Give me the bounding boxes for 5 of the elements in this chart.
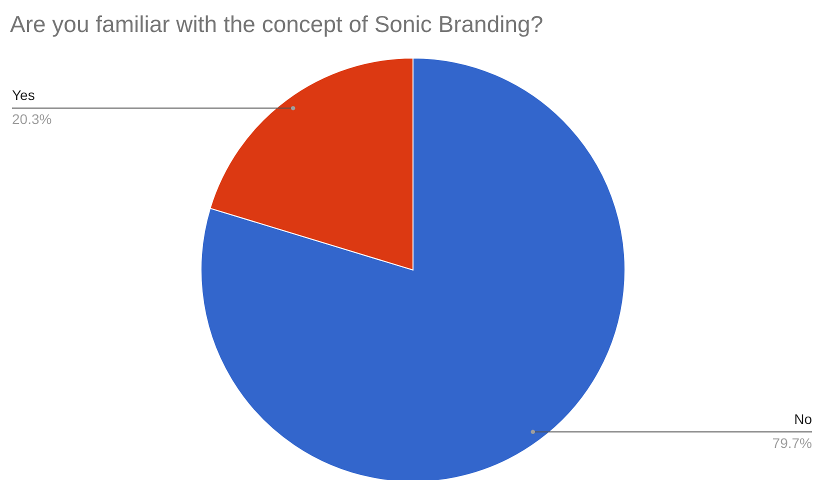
- slice-label: No: [794, 410, 812, 427]
- slice-label: Yes: [12, 87, 35, 104]
- data-label: 20.3%: [12, 111, 52, 128]
- data-label: 79.7%: [772, 434, 812, 451]
- chart-title: Are you familiar with the concept of Sonic Branding?: [10, 11, 544, 37]
